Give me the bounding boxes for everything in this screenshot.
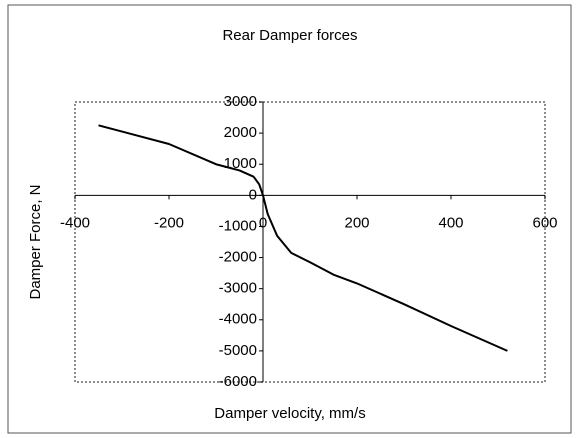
y-tick-label: 1000 (224, 155, 257, 172)
x-tick-label: 600 (532, 214, 557, 231)
x-tick-label: 0 (259, 214, 267, 231)
y-axis-label: Damper Force, N (27, 184, 44, 299)
y-tick-label: -3000 (219, 280, 257, 297)
y-tick-label: 2000 (224, 124, 257, 141)
y-tick-label: -2000 (219, 249, 257, 266)
x-tick-label: 200 (344, 214, 369, 231)
plot-area (74, 101, 546, 383)
y-tick-label: -5000 (219, 342, 257, 359)
y-tick-label: -1000 (219, 217, 257, 234)
x-axis-label: Damper velocity, mm/s (214, 405, 365, 422)
x-tick-label: 400 (438, 214, 463, 231)
data-line (98, 124, 508, 352)
x-tick-label: -400 (60, 214, 90, 231)
chart-frame (7, 4, 572, 434)
y-tick-label: 0 (249, 186, 257, 203)
chart-title: Rear Damper forces (222, 27, 357, 44)
y-tick-label: -6000 (219, 373, 257, 390)
y-tick-label: -4000 (219, 311, 257, 328)
y-tick-label: 3000 (224, 93, 257, 110)
x-tick-label: -200 (154, 214, 184, 231)
